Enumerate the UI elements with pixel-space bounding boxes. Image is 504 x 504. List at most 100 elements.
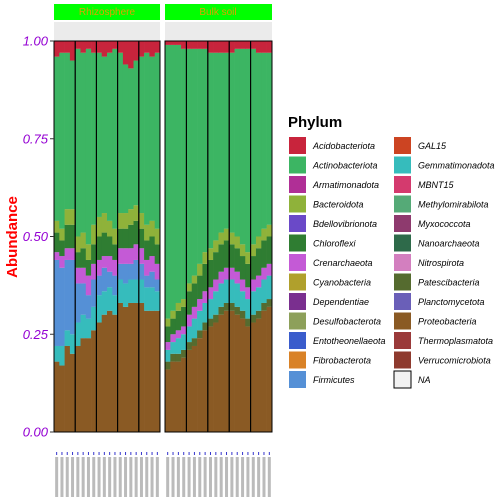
- bar-segment-patescibacteria: [255, 310, 262, 319]
- bar-segment-bacteroidota: [170, 310, 176, 319]
- bar-segment-bacteroidota: [128, 209, 134, 225]
- bar-segment-patescibacteria: [229, 302, 235, 311]
- x-tick-label-placeholder: [145, 457, 149, 497]
- x-axis: [55, 452, 271, 497]
- bar-segment-proteobacteria: [255, 318, 262, 432]
- bar-segment-actinobacteriota: [133, 60, 140, 206]
- bar-segment-gemmatimonadota: [112, 295, 118, 315]
- legend-label: Verrucomicrobiota: [418, 356, 491, 366]
- bar-segment-chloroflexi: [245, 263, 251, 288]
- x-tick-label-placeholder: [171, 457, 175, 497]
- bar-segment-chloroflexi: [250, 256, 257, 280]
- bar-segment-proteobacteria: [213, 322, 219, 432]
- bar-segment-chloroflexi: [144, 240, 150, 260]
- bar-segment-actinobacteriota: [213, 52, 219, 241]
- bar-segment-bacteroidota: [229, 232, 235, 245]
- legend-swatch-cyanobacteria: [289, 273, 306, 291]
- y-axis-label: Abundance: [4, 196, 21, 278]
- bar-segment-chloroflexi: [218, 244, 225, 272]
- bar-segment-patescibacteria: [223, 302, 230, 311]
- y-tick-label: 1.00: [23, 34, 49, 49]
- bar-segment-gemmatimonadota: [170, 342, 176, 354]
- legend-swatch-verrucomicrobiota: [394, 351, 411, 369]
- bar-segment-crenarchaeota: [64, 248, 71, 260]
- legend-label: Bacteroidota: [313, 200, 364, 210]
- facet-strip-2: [165, 4, 272, 20]
- bar-segment-proteobacteria: [54, 361, 60, 432]
- bar-segment-crenarchaeota: [191, 306, 198, 319]
- bar-segment-acidobacteriota: [250, 41, 257, 49]
- x-tick-label-placeholder: [118, 457, 122, 497]
- bar-segment-acidobacteriota: [207, 41, 214, 53]
- legend-swatch-mbnt15: [394, 176, 411, 193]
- bar-segment-acidobacteriota: [75, 41, 81, 49]
- x-tick-label-placeholder: [176, 457, 180, 497]
- bar-segment-actinobacteriota: [69, 60, 76, 210]
- bar-segment-acidobacteriota: [117, 41, 124, 53]
- bar-segment-chloroflexi: [138, 228, 145, 249]
- bar-segment-proteobacteria: [191, 345, 198, 432]
- bar-segment-crenarchaeota: [133, 244, 140, 260]
- bar-segment-chloroflexi: [101, 232, 108, 257]
- bar-segment-bacteroidota: [175, 302, 182, 311]
- bar-segment-proteobacteria: [197, 338, 203, 432]
- legend-label: Cyanobacteria: [313, 278, 371, 288]
- bar-segment-acidobacteriota: [144, 41, 150, 53]
- bar-segment-acidobacteriota: [223, 41, 230, 53]
- bar-segment-gemmatimonadota: [91, 306, 97, 331]
- x-tick-label-placeholder: [60, 457, 64, 497]
- legend-label: Firmicutes: [313, 375, 355, 385]
- bar-segment-crenarchaeota: [202, 291, 209, 303]
- y-tick-label: 0.00: [23, 425, 49, 440]
- legend-label: Crenarchaeota: [313, 258, 373, 268]
- x-tick-label-placeholder: [198, 457, 202, 497]
- bar-segment-bacteroidota: [234, 236, 241, 249]
- bar-segment-firmicutes: [107, 271, 113, 288]
- bar-segment-bacteroidota: [266, 224, 273, 237]
- bar-segment-crenarchaeota: [128, 248, 134, 264]
- bar-segment-bacteroidota: [154, 228, 161, 245]
- bar-segment-proteobacteria: [96, 322, 102, 432]
- bar-segment-actinobacteriota: [186, 48, 193, 284]
- bar-segment-proteobacteria: [266, 306, 273, 432]
- bar-segment-bacteroidota: [138, 213, 145, 229]
- bar-segment-acidobacteriota: [165, 41, 171, 45]
- bar-segment-firmicutes: [80, 283, 87, 315]
- bar-segment-patescibacteria: [170, 353, 176, 362]
- x-tick-label-placeholder: [76, 457, 80, 497]
- bar-segment-chloroflexi: [85, 259, 92, 276]
- bar-segment-bacteroidota: [250, 244, 257, 257]
- x-tick-label-placeholder: [55, 457, 59, 497]
- facet-strip-2-label: Bulk soil: [199, 7, 236, 18]
- legend-label: Methylomirabilota: [418, 200, 489, 210]
- legend-swatch-na: [393, 370, 412, 389]
- bar-segment-actinobacteriota: [54, 56, 60, 221]
- bar-segment-proteobacteria: [186, 349, 193, 432]
- legend-label: MBNT15: [418, 180, 455, 190]
- bar-segment-patescibacteria: [266, 299, 273, 307]
- bar-segment-actinobacteriota: [245, 48, 251, 253]
- legend-swatch-proteobacteria: [394, 312, 411, 330]
- x-tick-label-placeholder: [241, 457, 245, 497]
- legend-swatch-dependentiae: [289, 293, 306, 310]
- bar-segment-firmicutes: [112, 275, 118, 296]
- bar-segment-actinobacteriota: [117, 52, 124, 214]
- x-tick-label-placeholder: [102, 457, 106, 497]
- bar-segment-acidobacteriota: [128, 41, 134, 69]
- bar-segment-patescibacteria: [250, 314, 257, 323]
- bar-segment-gemmatimonadota: [218, 283, 225, 307]
- bar-segment-firmicutes: [122, 263, 129, 284]
- legend: Acidobacteriota Actinobacteriota Armatimon…: [289, 137, 495, 389]
- bar-segment-gemmatimonadota: [175, 338, 182, 354]
- bar-segment-actinobacteriota: [85, 48, 92, 245]
- bar-segment-actinobacteriota: [239, 48, 246, 245]
- bar-segment-crenarchaeota: [250, 279, 257, 292]
- bar-segment-acidobacteriota: [59, 41, 65, 53]
- bar-segment-acidobacteriota: [91, 41, 97, 53]
- bar-segment-gemmatimonadota: [165, 349, 171, 362]
- bar-segment-bacteroidota: [255, 236, 262, 249]
- bar-segment-crenarchaeota: [80, 267, 87, 284]
- legend-swatch-myxococcota: [394, 215, 411, 232]
- bar-segment-bacteroidota: [133, 205, 140, 221]
- bar-segment-crenarchaeota: [223, 267, 230, 280]
